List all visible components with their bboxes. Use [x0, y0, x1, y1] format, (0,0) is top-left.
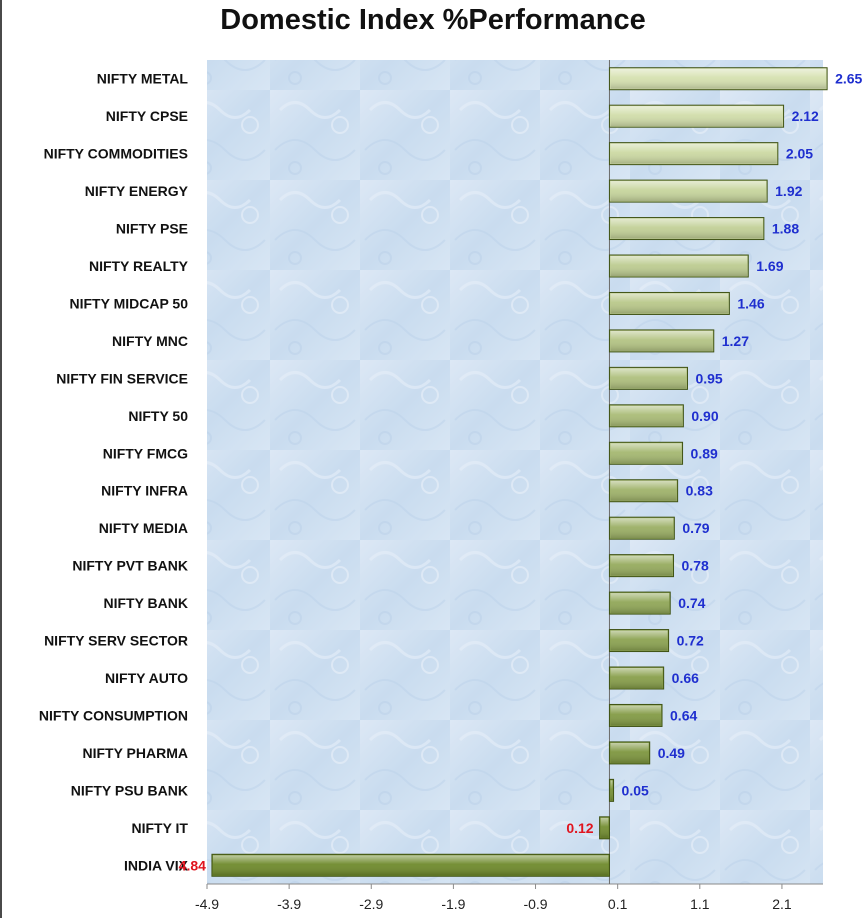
bar-shine — [610, 293, 729, 314]
bar-16 — [608, 666, 665, 690]
bar-shine — [610, 181, 767, 202]
bar-19 — [608, 778, 615, 802]
bar-12 — [608, 516, 675, 540]
bar-shine — [610, 780, 613, 801]
category-label: NIFTY PSU BANK — [71, 782, 188, 798]
value-label: 2.05 — [786, 146, 813, 162]
category-label: NIFTY COMMODITIES — [44, 146, 188, 162]
category-label: NIFTY PSE — [116, 221, 188, 237]
value-label: 0.74 — [678, 595, 705, 611]
category-label: NIFTY CPSE — [106, 108, 188, 124]
bar-4 — [608, 217, 765, 241]
category-label: NIFTY SERV SECTOR — [44, 633, 188, 649]
bar-15 — [608, 629, 670, 653]
value-label: 0.66 — [672, 670, 699, 686]
value-label: 2.65 — [835, 71, 862, 87]
category-label: NIFTY MEDIA — [99, 520, 188, 536]
bar-10 — [608, 441, 684, 465]
x-tick-label: -1.9 — [441, 896, 465, 912]
x-tick-label: 1.1 — [690, 896, 710, 912]
x-tick-label: -0.9 — [523, 896, 547, 912]
bar-shine — [610, 742, 649, 763]
bar-shine — [610, 555, 673, 576]
bar-9 — [608, 404, 684, 428]
bar-17 — [608, 703, 663, 727]
x-tick-label: 0.1 — [608, 896, 628, 912]
bar-shine — [610, 106, 783, 127]
category-label: NIFTY BANK — [103, 595, 188, 611]
bar-3 — [608, 179, 768, 203]
category-label: NIFTY FMCG — [103, 445, 188, 461]
bar-shine — [610, 668, 663, 688]
value-label: 0.78 — [682, 558, 709, 574]
value-label: 0.05 — [622, 782, 649, 798]
category-label: NIFTY MIDCAP 50 — [69, 295, 188, 311]
bar-shine — [600, 817, 609, 838]
category-label: INDIA VIX — [124, 857, 189, 873]
bar-shine — [610, 68, 827, 89]
value-label: 0.64 — [670, 707, 697, 723]
x-tick-label: -4.9 — [195, 896, 219, 912]
value-label: 0.90 — [691, 408, 718, 424]
value-label: 1.69 — [756, 258, 783, 274]
bar-11 — [608, 479, 679, 503]
category-label: NIFTY INFRA — [101, 483, 188, 499]
bar-shine — [212, 855, 609, 876]
value-label: 4.84 — [179, 857, 206, 873]
bar-shine — [610, 256, 748, 276]
bar-shine — [610, 518, 674, 539]
value-label: 0.79 — [682, 520, 709, 536]
x-tick-label: -3.9 — [277, 896, 301, 912]
bar-18 — [608, 741, 651, 765]
value-label: 0.72 — [677, 633, 704, 649]
bar-shine — [610, 405, 683, 426]
value-label: 2.12 — [792, 108, 819, 124]
bar-shine — [610, 593, 670, 614]
value-label: 0.49 — [658, 745, 685, 761]
bar-shine — [610, 218, 763, 239]
bar-shine — [610, 143, 777, 164]
category-label: NIFTY AUTO — [105, 670, 188, 686]
bar-shine — [610, 705, 662, 726]
category-label: NIFTY MNC — [112, 333, 188, 349]
bar-shine — [610, 368, 687, 389]
x-tick-label: -2.9 — [359, 896, 383, 912]
value-label: 1.92 — [775, 183, 802, 199]
value-label: 0.95 — [695, 370, 722, 386]
bar-7 — [608, 329, 715, 353]
category-label: NIFTY METAL — [97, 71, 189, 87]
bar-shine — [610, 480, 677, 501]
value-label: 0.12 — [566, 820, 593, 836]
bar-shine — [610, 443, 682, 464]
category-label: NIFTY 50 — [128, 408, 188, 424]
x-tick-label: 2.1 — [772, 896, 792, 912]
bar-6 — [608, 291, 730, 315]
bar-20 — [599, 816, 610, 840]
category-label: NIFTY REALTY — [89, 258, 189, 274]
bar-shine — [610, 330, 713, 351]
value-label: 1.27 — [722, 333, 749, 349]
value-label: 1.46 — [737, 295, 764, 311]
value-label: 1.88 — [772, 221, 799, 237]
left-border-line — [0, 0, 2, 918]
bar-13 — [608, 554, 675, 578]
category-label: NIFTY PHARMA — [82, 745, 188, 761]
value-label: 0.89 — [691, 445, 718, 461]
category-label: NIFTY IT — [131, 820, 188, 836]
bar-0 — [608, 67, 828, 91]
bar-1 — [608, 104, 785, 128]
bar-21 — [211, 853, 610, 877]
bar-8 — [608, 366, 688, 390]
bar-14 — [608, 591, 671, 615]
category-label: NIFTY ENERGY — [85, 183, 189, 199]
value-label: 0.83 — [686, 483, 713, 499]
bar-2 — [608, 142, 779, 166]
bar-5 — [608, 254, 749, 278]
bar-shine — [610, 630, 668, 651]
category-label: NIFTY PVT BANK — [72, 558, 188, 574]
category-label: NIFTY FIN SERVICE — [56, 370, 188, 386]
chart-title: Domestic Index %Performance — [220, 4, 646, 36]
category-label: NIFTY CONSUMPTION — [39, 707, 188, 723]
